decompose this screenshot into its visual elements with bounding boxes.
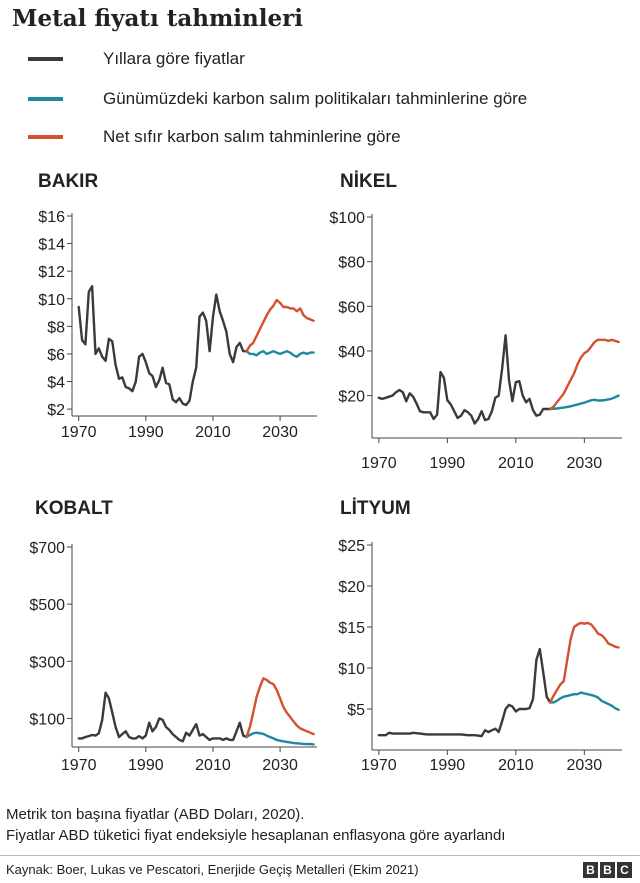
x-tick-label-bakir: 2010	[195, 424, 231, 441]
y-tick-label-lityum: $25	[338, 538, 365, 555]
series-line-lityum-historical	[377, 647, 552, 738]
series-line-nikel-current-policy	[548, 394, 620, 411]
x-tick-label-kobalt: 1990	[128, 757, 164, 774]
x-tick-label-lityum: 2030	[567, 757, 603, 774]
x-tick-label-bakir: 2030	[262, 424, 298, 441]
y-tick-label-lityum: $15	[338, 620, 365, 637]
x-tick-label-kobalt: 2030	[262, 757, 298, 774]
series-line-kobalt-historical	[77, 691, 248, 743]
legend-item-historical: Yıllara göre fiyatlar	[28, 47, 245, 71]
footnote-units: Metrik ton başına fiyatlar (ABD Doları, …	[6, 806, 305, 823]
source-divider	[0, 855, 640, 856]
legend-label-historical: Yıllara göre fiyatlar	[103, 49, 245, 68]
x-tick-label-bakir: 1970	[61, 424, 97, 441]
x-tick-label-lityum: 1970	[361, 757, 397, 774]
legend-item-current-policy: Günümüzdeki karbon salım politikaları ta…	[28, 87, 527, 111]
legend-label-current-policy: Günümüzdeki karbon salım politikaları ta…	[103, 89, 528, 108]
series-line-bakir-current-policy	[245, 350, 315, 358]
series-line-lityum-net-zero	[548, 621, 620, 704]
y-tick-label-bakir: $16	[38, 209, 65, 226]
x-tick-label-kobalt: 1970	[61, 757, 97, 774]
legend-swatch-net-zero	[28, 135, 63, 139]
y-tick-label-bakir: $2	[47, 402, 65, 419]
legend-item-net-zero: Net sıfır karbon salım tahminlerine göre	[28, 125, 401, 149]
x-tick-label-nikel: 1990	[430, 455, 466, 472]
legend-label-net-zero: Net sıfır karbon salım tahminlerine göre	[103, 127, 401, 146]
x-tick-label-kobalt: 2010	[195, 757, 231, 774]
chart-title-bakir: BAKIR	[38, 171, 98, 192]
y-tick-label-bakir: $6	[47, 347, 65, 364]
chart-title-kobalt: KOBALT	[35, 498, 113, 519]
x-tick-label-bakir: 1990	[128, 424, 164, 441]
x-tick-label-nikel: 2030	[567, 455, 603, 472]
bbc-logo-letter: B	[583, 862, 598, 878]
y-tick-label-bakir: $10	[38, 292, 65, 309]
y-tick-label-lityum: $5	[347, 702, 365, 719]
y-tick-label-bakir: $8	[47, 319, 65, 336]
bbc-logo-letter: C	[617, 862, 632, 878]
chart-title-nikel: NİKEL	[340, 171, 397, 192]
y-tick-label-nikel: $40	[338, 344, 365, 361]
y-tick-label-nikel: $80	[338, 255, 365, 272]
footnote-inflation: Fiyatlar ABD tüketici fiyat endeksiyle h…	[6, 827, 506, 844]
y-tick-label-nikel: $20	[338, 389, 365, 406]
page-title: Metal fiyatı tahminleri	[12, 5, 303, 32]
legend-swatch-historical	[28, 57, 63, 61]
y-tick-label-bakir: $12	[38, 264, 65, 281]
y-tick-label-bakir: $4	[47, 375, 65, 392]
series-line-kobalt-net-zero	[245, 677, 315, 739]
source-text: Kaynak: Boer, Lukas ve Pescatori, Enerji…	[6, 862, 419, 877]
bbc-logo: B B C	[583, 862, 632, 878]
y-tick-label-bakir: $14	[38, 237, 65, 254]
x-tick-label-nikel: 2010	[498, 455, 534, 472]
x-tick-label-lityum: 2010	[498, 757, 534, 774]
y-tick-label-kobalt: $500	[29, 597, 65, 614]
x-tick-label-nikel: 1970	[361, 455, 397, 472]
series-line-kobalt-current-policy	[245, 731, 315, 746]
y-tick-label-lityum: $10	[338, 661, 365, 678]
y-tick-label-lityum: $20	[338, 579, 365, 596]
y-tick-label-kobalt: $100	[29, 711, 65, 728]
charts-svg: BAKIR $2 $4 $6 $8 $10 $12 $14 $16 1970 1990 2010 203…	[29, 171, 622, 774]
chart-title-lityum: LİTYUM	[340, 498, 411, 519]
x-tick-label-lityum: 1990	[430, 757, 466, 774]
series-line-bakir-historical	[77, 285, 248, 407]
series-line-lityum-current-policy	[548, 691, 620, 711]
y-tick-label-kobalt: $300	[29, 654, 65, 671]
y-tick-label-nikel: $100	[329, 210, 365, 227]
bbc-logo-letter: B	[600, 862, 615, 878]
series-line-nikel-historical	[377, 334, 552, 425]
y-tick-label-kobalt: $700	[29, 540, 65, 557]
series-line-bakir-net-zero	[245, 298, 315, 353]
y-tick-label-nikel: $60	[338, 299, 365, 316]
legend-swatch-current-policy	[28, 97, 63, 101]
series-line-nikel-net-zero	[548, 338, 620, 411]
